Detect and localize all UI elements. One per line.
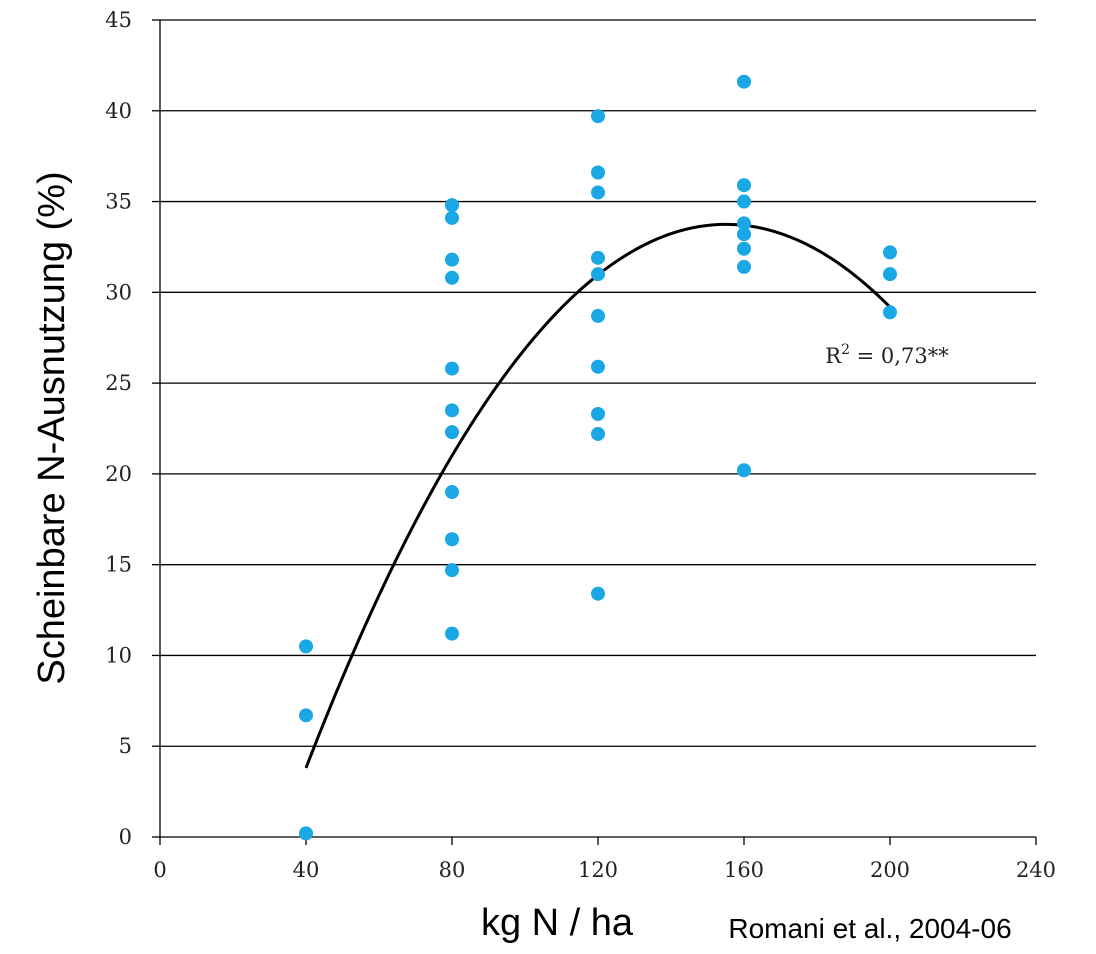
y-tick-label-30: 30: [105, 280, 132, 304]
r-squared-annotation: R2 = 0,73**: [825, 342, 949, 368]
y-tick-label-5: 5: [119, 734, 132, 758]
data-point-5: [445, 252, 459, 267]
data-point-1: [299, 708, 313, 723]
y-tick-label-45: 45: [105, 8, 132, 32]
data-point-28: [737, 227, 751, 242]
annotation-superscript: 2: [841, 342, 850, 358]
data-point-3: [445, 198, 459, 213]
x-tick-label-240: 240: [1016, 858, 1056, 882]
data-point-7: [445, 361, 459, 376]
data-point-22: [591, 426, 605, 441]
trend-curve: [304, 222, 892, 769]
data-point-13: [445, 626, 459, 641]
data-point-27: [737, 216, 751, 231]
data-point-31: [737, 463, 751, 478]
x-tick-label-120: 120: [578, 858, 618, 882]
y-tick-label-15: 15: [105, 553, 132, 577]
x-tick-label-40: 40: [293, 858, 320, 882]
data-point-32: [883, 245, 897, 260]
data-point-17: [591, 250, 605, 265]
y-tick-label-10: 10: [105, 643, 132, 667]
data-points: [299, 74, 897, 841]
data-point-12: [445, 563, 459, 578]
data-point-4: [445, 210, 459, 225]
annotation-base: R: [825, 344, 842, 368]
source-citation: Romani et al., 2004-06: [728, 913, 1011, 944]
y-tick-label-20: 20: [105, 462, 132, 486]
data-point-23: [591, 586, 605, 601]
data-point-30: [737, 259, 751, 274]
data-point-16: [591, 185, 605, 200]
data-point-10: [445, 485, 459, 500]
data-point-19: [591, 308, 605, 323]
data-point-25: [737, 178, 751, 193]
data-point-8: [445, 403, 459, 418]
y-tick-label-0: 0: [119, 825, 132, 849]
x-tick-label-200: 200: [870, 858, 910, 882]
y-tick-label-35: 35: [105, 190, 132, 214]
data-point-2: [299, 826, 313, 841]
data-point-6: [445, 270, 459, 285]
x-axis-title: kg N / ha: [481, 902, 634, 944]
data-point-18: [591, 267, 605, 282]
data-point-0: [299, 639, 313, 654]
data-point-24: [737, 74, 751, 89]
y-axis-title: Scheinbare N-Ausnutzung (%): [31, 171, 73, 684]
data-point-9: [445, 425, 459, 440]
data-point-20: [591, 359, 605, 374]
y-tick-labels: 0 5 10 15 20 25 30 35 40 45: [105, 8, 160, 849]
y-tick-label-25: 25: [105, 371, 132, 395]
data-point-33: [883, 267, 897, 282]
x-tick-label-160: 160: [724, 858, 764, 882]
x-tick-labels: 0 40 80 120 160 200 240: [153, 837, 1056, 882]
data-point-21: [591, 406, 605, 421]
data-point-15: [591, 165, 605, 180]
y-tick-label-40: 40: [105, 99, 132, 123]
data-point-29: [737, 241, 751, 256]
data-point-34: [883, 305, 897, 320]
annotation-value: = 0,73**: [850, 344, 949, 368]
data-point-14: [591, 109, 605, 124]
x-tick-label-80: 80: [439, 858, 466, 882]
x-tick-label-0: 0: [153, 858, 166, 882]
data-point-11: [445, 532, 459, 547]
data-point-26: [737, 194, 751, 209]
gridlines: [160, 19, 1036, 747]
